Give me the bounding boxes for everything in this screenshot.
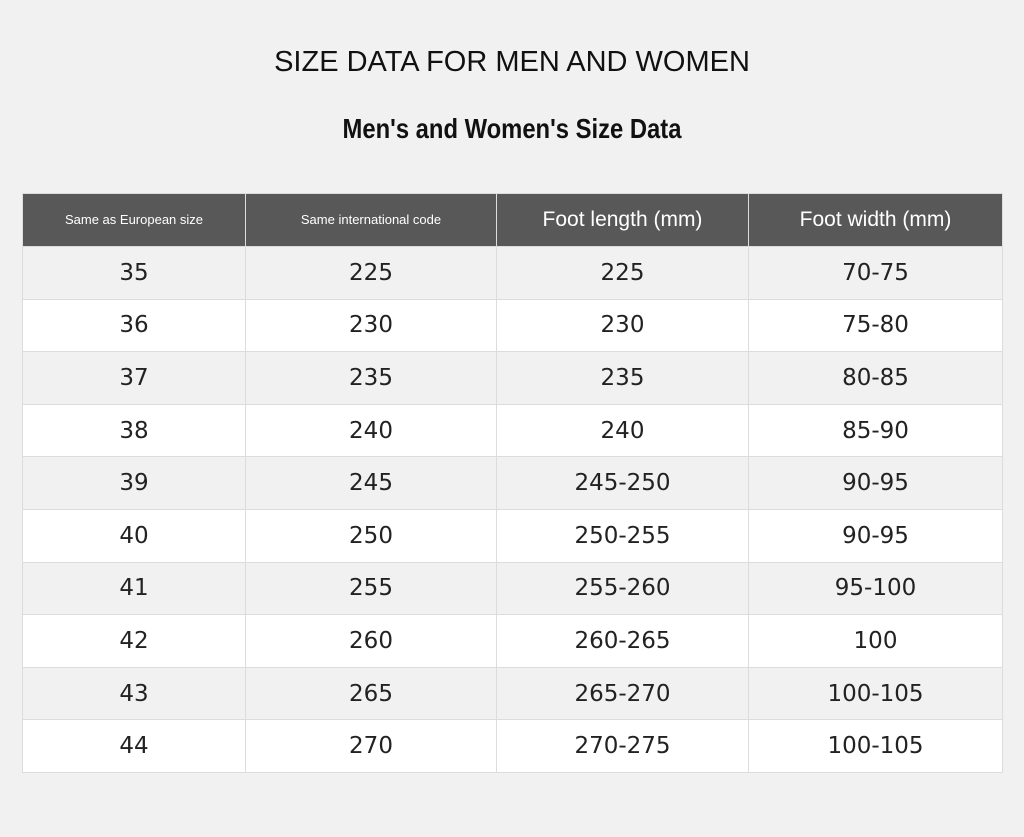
table-cell: 100-105 [748,719,1003,773]
table-row: 42 260 260-265 100 [22,614,1003,668]
table-row: 41 255 255-260 95-100 [22,561,1003,616]
column-header: Foot width (mm) [748,193,1003,247]
table-cell: 40 [22,508,246,563]
table-row: 35 225 225 70-75 [22,246,1003,300]
table-cell: 35 [22,246,246,300]
table-cell: 270-275 [496,719,749,773]
table-cell: 260 [245,614,497,668]
table-cell: 240 [496,403,749,458]
table-cell: 235 [496,351,749,405]
page-title: SIZE DATA FOR MEN AND WOMEN [274,46,750,78]
table-cell: 225 [245,246,497,300]
table-cell: 235 [245,351,497,405]
table-cell: 260-265 [496,614,749,668]
table-cell: 255-260 [496,561,749,616]
table-row: 38 240 240 85-90 [22,403,1003,458]
table-cell: 270 [245,719,497,773]
table-cell: 37 [22,351,246,405]
table-row: 43 265 265-270 100-105 [22,666,1003,721]
table-cell: 41 [22,561,246,616]
table-cell: 245 [245,456,497,510]
table-cell: 70-75 [748,246,1003,300]
column-header: Same as European size [22,193,246,247]
table-row: 37 235 235 80-85 [22,351,1003,405]
table-head: Same as European size Same international … [22,193,1003,247]
table-cell: 44 [22,719,246,773]
table-cell: 39 [22,456,246,510]
table-cell: 255 [245,561,497,616]
column-header: Same international code [245,193,497,247]
table-row: 39 245 245-250 90-95 [22,456,1003,510]
header-row: Same as European size Same international … [22,193,1003,247]
table-cell: 250-255 [496,508,749,563]
table-cell: 240 [245,403,497,458]
table-cell: 38 [22,403,246,458]
table-cell: 265 [245,666,497,721]
table-cell: 100-105 [748,666,1003,721]
column-header: Foot length (mm) [496,193,749,247]
table-cell: 100 [748,614,1003,668]
table-row: 40 250 250-255 90-95 [22,508,1003,563]
page-subtitle: Men's and Women's Size Data [342,113,682,144]
table-body: 35 225 225 70-75 36 230 230 75-80 37 235 235 80-85 3… [22,246,1003,773]
table-cell: 36 [22,298,246,353]
table-cell: 80-85 [748,351,1003,405]
table-row: 44 270 270-275 100-105 [22,719,1003,773]
table-cell: 42 [22,614,246,668]
table-cell: 43 [22,666,246,721]
table-cell: 250 [245,508,497,563]
table-cell: 245-250 [496,456,749,510]
table-cell: 95-100 [748,561,1003,616]
table-cell: 85-90 [748,403,1003,458]
table-cell: 230 [496,298,749,353]
size-table: Same as European size Same international … [22,193,1003,773]
table-cell: 90-95 [748,456,1003,510]
table-cell: 75-80 [748,298,1003,353]
table-cell: 90-95 [748,508,1003,563]
table-row: 36 230 230 75-80 [22,298,1003,353]
table-cell: 265-270 [496,666,749,721]
table-cell: 225 [496,246,749,300]
table-cell: 230 [245,298,497,353]
